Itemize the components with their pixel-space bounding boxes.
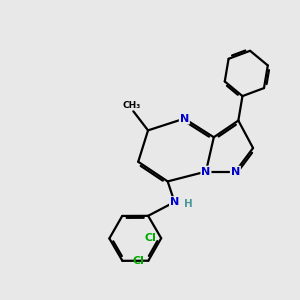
Text: Cl: Cl: [145, 233, 157, 243]
Text: N: N: [231, 167, 240, 177]
Text: H: H: [184, 200, 193, 209]
Text: N: N: [180, 114, 189, 124]
Text: CH₃: CH₃: [123, 101, 141, 110]
Text: Cl: Cl: [132, 256, 144, 266]
Text: N: N: [201, 167, 211, 177]
Text: N: N: [170, 197, 179, 207]
